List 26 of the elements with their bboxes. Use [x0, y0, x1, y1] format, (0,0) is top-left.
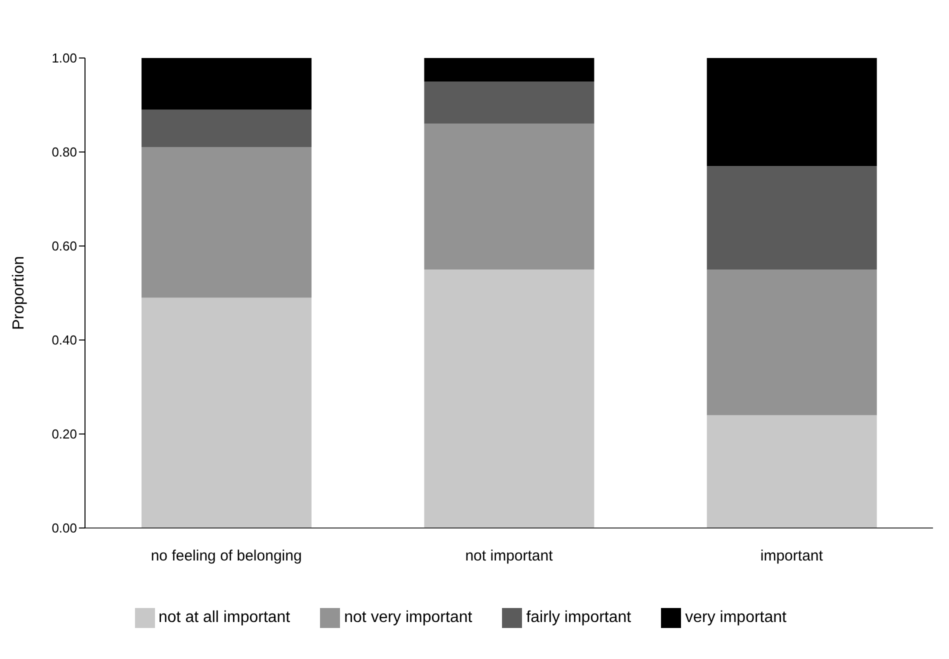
bar [424, 58, 594, 82]
y-tick-label: 0.40 [52, 332, 77, 348]
bar [142, 298, 312, 528]
bar [142, 147, 312, 298]
bar [424, 124, 594, 270]
y-tick-label: 1.00 [52, 50, 77, 66]
y-tick-label: 0.80 [52, 144, 77, 160]
bar [706, 58, 877, 166]
bar [142, 58, 312, 110]
legend-label: very important [685, 609, 786, 626]
y-axis-title: Proportion [10, 256, 28, 330]
bar [706, 415, 877, 528]
legend-label: fairly important [526, 609, 632, 626]
bar [424, 270, 594, 528]
legend-label: not at all important [158, 609, 290, 626]
x-tick-label: not important [465, 548, 554, 565]
y-tick-label: 0.00 [52, 520, 77, 536]
bar [424, 82, 594, 124]
y-tick-label: 0.60 [52, 238, 77, 254]
bar [706, 270, 877, 416]
bar [706, 166, 877, 270]
x-tick-label: important [760, 548, 824, 565]
legend-label: not very important [344, 609, 472, 626]
y-tick-label: 0.20 [52, 426, 77, 442]
x-tick-label: no feeling of belonging [150, 548, 302, 565]
bar [142, 110, 312, 148]
